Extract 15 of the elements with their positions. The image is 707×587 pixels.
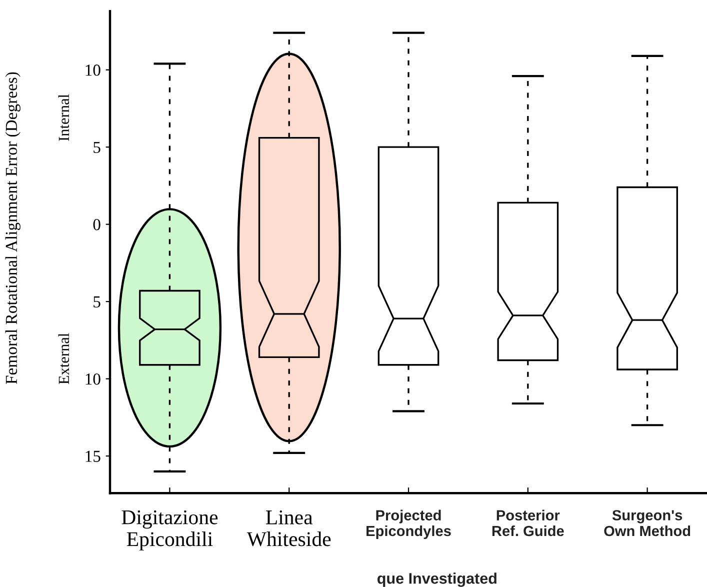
y-tick-label: 15 <box>86 450 100 462</box>
x-tick-label: Digitazione Epicondili <box>122 510 218 550</box>
y-tick-label: 5 <box>94 296 100 308</box>
text: External <box>58 333 70 384</box>
x-tick-label: Projected Epicondyles <box>366 510 451 540</box>
y-tick-label: 10 <box>86 373 100 385</box>
y-tick-label: 10 <box>86 64 100 76</box>
x-tick-label: Linea Whiteside <box>246 510 331 546</box>
text: Internal <box>58 94 70 141</box>
y-tick-label: 0 <box>93 219 100 230</box>
x-tick-label: Posterior Ref. Guide <box>492 510 564 536</box>
x-tick-label: Surgeon's Own Method <box>604 510 690 536</box>
y-tick-label: 5 <box>94 142 100 154</box>
y-axis-title: Femoral Rotational Alignment Error (Degrees) <box>5 72 20 384</box>
x-axis-title: que Investigated <box>378 572 496 587</box>
